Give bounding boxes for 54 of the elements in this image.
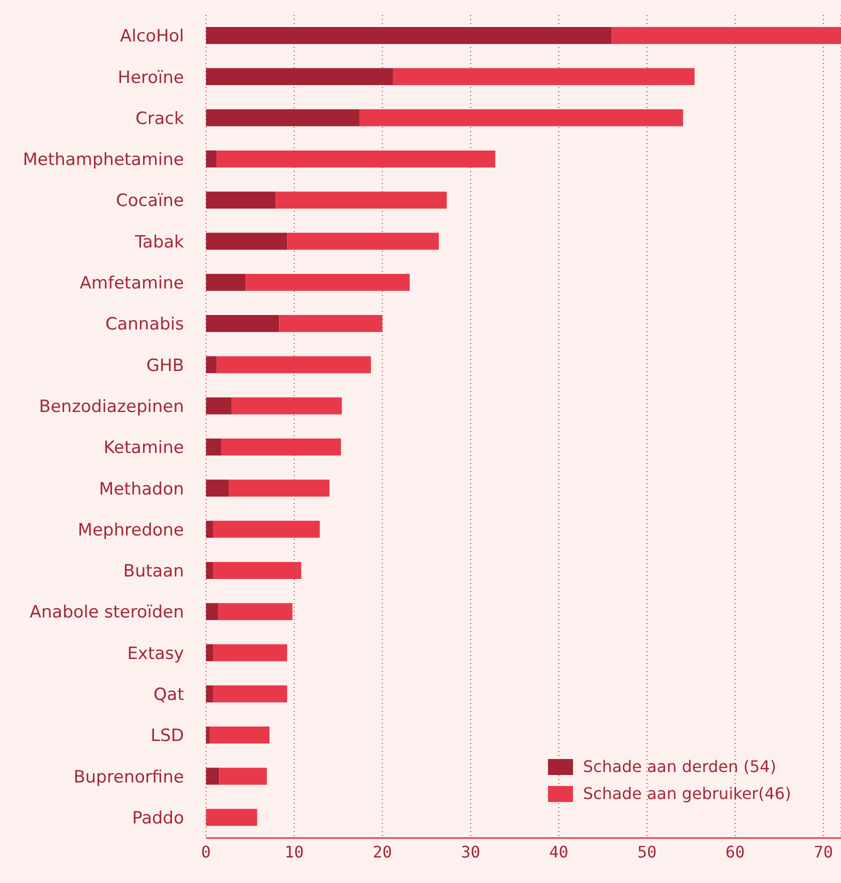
bar [206, 150, 217, 168]
legend-label: Schade aan gebruiker(46) [583, 784, 792, 803]
y-tick-label: AlcoHol [120, 26, 184, 47]
bar [213, 685, 288, 702]
bar [219, 768, 267, 785]
y-tick-label: Mephredone [78, 520, 184, 540]
bar [206, 644, 214, 662]
bar [213, 644, 288, 662]
bar [206, 356, 217, 374]
bar [206, 315, 280, 332]
x-tick-label: 30 [460, 842, 480, 862]
x-tick-label: 50 [637, 842, 657, 862]
y-tick-label: Benzodiazepinen [38, 396, 184, 417]
bar [206, 726, 210, 744]
y-tick-label: Ketamine [104, 438, 184, 458]
bar [206, 562, 214, 579]
bar [206, 232, 288, 250]
x-tick-label: 40 [549, 842, 568, 862]
y-tick-label: Tabak [134, 232, 184, 252]
y-tick-label: Cannabis [105, 314, 184, 335]
y-tick-label: Crack [136, 108, 184, 129]
y-tick-label: Anabole steroïden [30, 602, 184, 623]
y-tick-label: LSD [150, 726, 184, 746]
bar [612, 27, 841, 44]
y-tick-label: Buprenorfine [74, 767, 184, 788]
y-tick-label: Butaan [123, 562, 184, 582]
bar [206, 397, 232, 414]
y-tick-label: Extasy [127, 644, 184, 664]
x-tick-label: 60 [726, 842, 745, 862]
bar [206, 520, 214, 538]
y-tick-label: Amfetamine [80, 274, 184, 294]
x-tick-label: 70 [814, 842, 833, 862]
bar [206, 68, 393, 86]
bar [206, 438, 221, 456]
x-tick-label: 20 [372, 842, 392, 862]
bar [206, 480, 229, 497]
bar [206, 274, 246, 291]
y-tick-label: Methadon [99, 479, 184, 500]
bar [206, 768, 220, 785]
legend-label: Schade aan derden (54) [583, 757, 776, 776]
x-tick-label: 0 [201, 842, 211, 862]
y-tick-label: Cocaïne [116, 191, 184, 212]
bar [206, 685, 214, 702]
y-tick-label: Methamphetamine [22, 150, 184, 170]
x-tick-label: 10 [284, 842, 304, 862]
y-tick-label: Paddo [132, 808, 184, 828]
bar [210, 726, 270, 744]
y-tick-label: GHB [146, 356, 184, 376]
y-tick-label: Qat [154, 685, 184, 706]
y-tick-label: Heroïne [118, 68, 184, 88]
bar [206, 109, 360, 126]
bar [206, 603, 218, 620]
bar [206, 192, 276, 209]
bar [206, 27, 612, 44]
